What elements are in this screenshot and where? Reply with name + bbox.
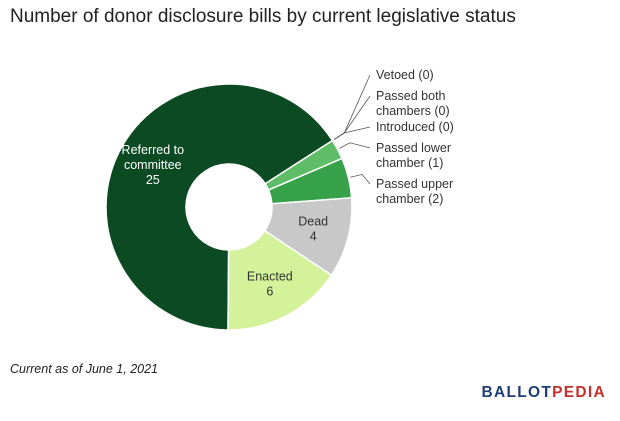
label-referred-to-committee: Referred to committee 25 [122, 143, 185, 187]
chart-title: Number of donor disclosure bills by curr… [10, 6, 516, 27]
label-vetoed: Vetoed (0) [376, 68, 434, 82]
leader-introduced [333, 126, 371, 140]
label-introduced: Introduced (0) [376, 120, 454, 134]
label-passed-lower-chamber: Passed lower chamber (1) [376, 141, 451, 170]
footnote: Current as of June 1, 2021 [10, 362, 159, 376]
leader-vetoed [333, 74, 371, 140]
leader-passed-upper-chamber [350, 173, 371, 185]
label-dead: Dead 4 [298, 215, 328, 244]
logo-text-pedia: PEDIA [552, 384, 606, 401]
leader-passed-both-chambers [333, 95, 371, 140]
slice-enacted [227, 229, 333, 331]
label-passed-both-chambers: Passed both chambers (0) [376, 89, 450, 118]
ballotpedia-logo: BALLOTPEDIA [481, 384, 606, 402]
donut-chart: Referred to committee 25 Vetoed (0) Passed b… [105, 68, 454, 331]
label-enacted: Enacted 6 [247, 269, 293, 298]
slice-referred-to-committee [105, 83, 334, 331]
label-passed-upper-chamber: Passed upper chamber (2) [376, 177, 453, 206]
leader-passed-lower-chamber [339, 142, 371, 149]
logo-text-ballot: BALLOT [481, 384, 553, 401]
